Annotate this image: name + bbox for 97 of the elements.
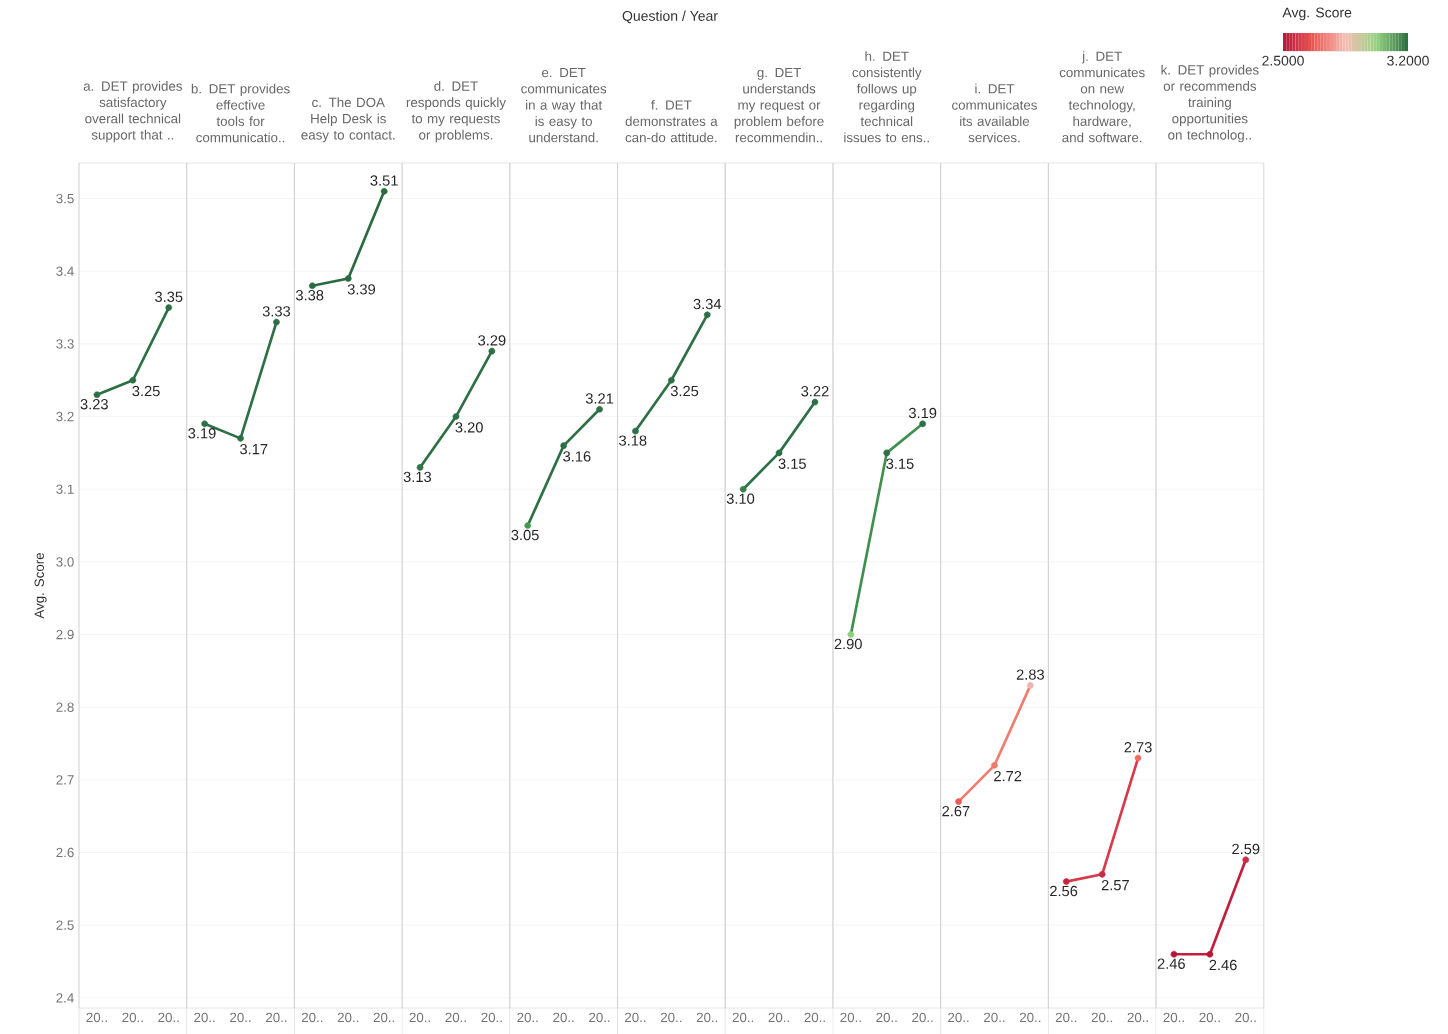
data-label: 2.59 — [1232, 843, 1260, 855]
data-label: 2.46 — [1157, 958, 1185, 969]
x-tick-label: 20.. — [194, 1012, 215, 1023]
chart-title: d. DET responds quickly to my requests or problems. — [406, 80, 506, 143]
data-label: 3.29 — [478, 335, 506, 346]
data-label: 3.22 — [801, 385, 829, 397]
x-tick-label: 20.. — [625, 1012, 646, 1023]
data-label: 3.33 — [262, 306, 291, 317]
y-tick-label: 3.2 — [56, 411, 74, 422]
y-axis-title: Avg. Score — [34, 552, 47, 619]
data-label: 2.72 — [994, 770, 1022, 782]
chart-title: f. DET demonstrates a can-do attitude. — [625, 99, 718, 143]
x-tick-label: 20.. — [1055, 1012, 1077, 1023]
x-tick-label: 20.. — [768, 1012, 789, 1023]
y-tick-label: 2.4 — [56, 993, 74, 1003]
data-label: 3.20 — [455, 422, 483, 433]
chart-title: j. DET communicates on new technology, hardware, and software. — [1059, 51, 1145, 143]
x-tick-label: 20.. — [732, 1012, 754, 1023]
data-label: 3.35 — [155, 291, 183, 302]
x-tick-label: 20.. — [517, 1012, 538, 1023]
chart-title: i. DET communicates its available services. — [952, 83, 1037, 143]
data-label: 3.19 — [188, 427, 216, 439]
data-label: 2.83 — [1016, 669, 1044, 680]
point — [165, 304, 173, 311]
x-tick-label: 20.. — [445, 1012, 466, 1023]
data-label: 3.21 — [585, 393, 614, 404]
x-tick-label: 20.. — [553, 1012, 574, 1023]
x-tick-label: 20.. — [301, 1012, 323, 1023]
data-label: 3.19 — [908, 407, 937, 419]
x-tick-label: 20.. — [158, 1012, 179, 1023]
y-tick-label: 2.8 — [56, 702, 74, 712]
color-bar-title: Avg. Score — [1282, 7, 1352, 21]
data-label: 3.05 — [511, 529, 539, 541]
data-label: 2.67 — [942, 805, 970, 817]
x-tick-label: 20.. — [1091, 1012, 1113, 1023]
y-tick-label: 2.9 — [56, 629, 74, 640]
chart-title: e. DET communicates in a way that is easy to understand. — [521, 67, 607, 143]
y-tick-label: 2.5 — [56, 920, 74, 930]
chart-title: k. DET provides or recommends training opportunities on technolog.. — [1161, 64, 1259, 143]
x-tick-label: 20.. — [984, 1012, 1005, 1023]
data-label: 3.17 — [240, 443, 268, 455]
x-tick-label: 20.. — [1235, 1012, 1256, 1023]
x-tick-label: 20.. — [876, 1012, 897, 1023]
data-label: 2.57 — [1101, 879, 1129, 891]
point — [129, 376, 137, 384]
data-label: 2.73 — [1124, 741, 1152, 753]
x-tick-label: 20.. — [409, 1012, 430, 1023]
x-tick-label: 20.. — [660, 1012, 682, 1023]
data-label: 3.10 — [726, 493, 755, 504]
point — [93, 391, 101, 398]
y-tick-label: 2.7 — [56, 775, 74, 785]
data-label: 3.38 — [295, 289, 324, 301]
y-tick-label: 3.1 — [56, 484, 74, 494]
data-label: 2.46 — [1209, 959, 1237, 971]
data-label: 2.90 — [834, 638, 862, 650]
chart-title: g. DET understands my request or problem before recommendin.. — [734, 67, 824, 143]
x-tick-label: 20.. — [696, 1012, 718, 1023]
data-label: 3.25 — [132, 385, 160, 397]
data-label: 3.15 — [886, 458, 914, 469]
data-label: 3.51 — [370, 175, 398, 186]
data-label: 3.13 — [403, 471, 432, 482]
chart-title: a. DET provides satisfactory overall technical support that .. — [83, 80, 183, 143]
x-tick-label: 20.. — [804, 1012, 825, 1023]
y-tick-label: 2.6 — [56, 847, 74, 858]
x-tick-label: 20.. — [948, 1012, 969, 1023]
x-tick-label: 20.. — [481, 1012, 502, 1023]
y-tick-label: 3.5 — [56, 193, 74, 204]
x-tick-label: 20.. — [266, 1012, 287, 1023]
x-tick-label: 20.. — [912, 1012, 933, 1023]
x-tick-label: 20.. — [373, 1012, 395, 1023]
chart-title: h. DET consistently follows up regarding technical issues to ens.. — [844, 51, 929, 143]
chart-title: c. The DOA Help Desk is easy to contact. — [301, 97, 395, 143]
color-bar-label: 3.2000 — [1387, 55, 1429, 66]
color-bar-label: 2.5000 — [1262, 55, 1304, 66]
y-tick-label: 3.0 — [56, 557, 74, 567]
chart-title: b. DET provides effective tools for communicatio.. — [191, 83, 290, 143]
x-tick-label: 20.. — [589, 1012, 610, 1023]
x-tick-label: 20.. — [840, 1012, 861, 1023]
data-label: 3.16 — [563, 451, 591, 462]
data-label: 3.25 — [670, 385, 699, 397]
x-tick-label: 20.. — [1127, 1012, 1148, 1023]
x-tick-label: 20.. — [1199, 1012, 1220, 1023]
x-tick-label: 20.. — [122, 1012, 143, 1023]
y-tick-label: 3.3 — [56, 339, 74, 349]
text: Question / Year — [622, 10, 718, 24]
x-tick-label: 20.. — [1019, 1012, 1041, 1023]
data-label: 3.39 — [347, 284, 376, 295]
data-label: 3.23 — [80, 398, 108, 410]
data-label: 2.56 — [1050, 885, 1078, 897]
data-label: 3.18 — [619, 435, 647, 446]
x-tick-label: 20.. — [230, 1012, 251, 1023]
x-tick-label: 20.. — [86, 1012, 107, 1023]
data-label: 3.15 — [778, 458, 806, 469]
y-tick-label: 3.4 — [56, 266, 74, 276]
x-tick-label: 20.. — [1163, 1012, 1184, 1023]
x-tick-label: 20.. — [337, 1012, 359, 1023]
data-label: 3.34 — [693, 298, 722, 310]
